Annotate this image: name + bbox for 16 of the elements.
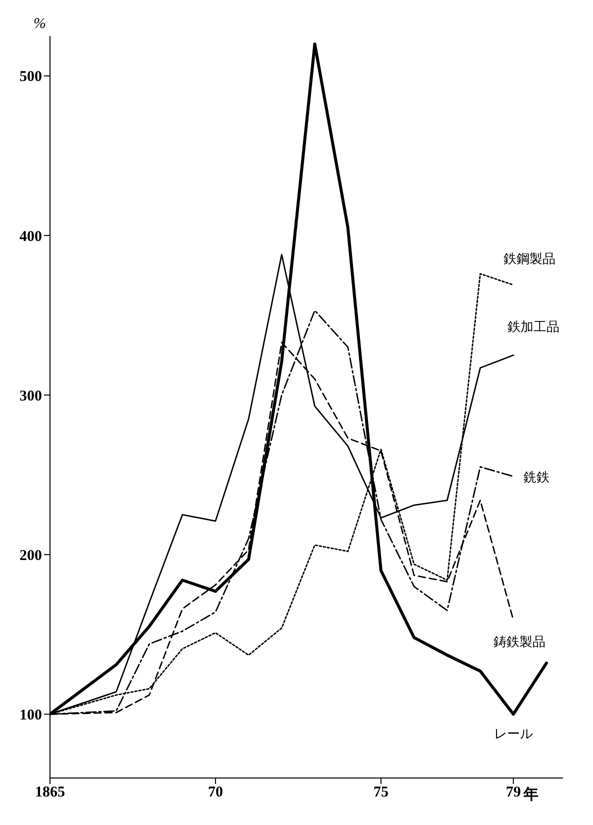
y-tick-label: 100 [20,707,42,724]
y-tick-label: 400 [20,228,42,245]
x-tick-label: 1865 [35,784,65,801]
x-tick-label: 70 [208,784,223,801]
y-axis-title: % [34,16,46,32]
series-label: 鉄鋼製品 [503,250,556,266]
y-tick-label: 500 [20,69,42,86]
series-label: 鉄加工品 [507,319,560,334]
series-label: 鋳鉄製品 [493,634,546,650]
x-axis-title: 年 [522,786,538,803]
x-tick-label: 79 [506,784,521,801]
series-label: レール [494,726,533,742]
y-tick-label: 200 [20,548,42,564]
y-tick-label: 300 [20,388,42,404]
x-tick-label: 75 [373,784,388,801]
series-label: 銑鉄 [523,469,550,484]
